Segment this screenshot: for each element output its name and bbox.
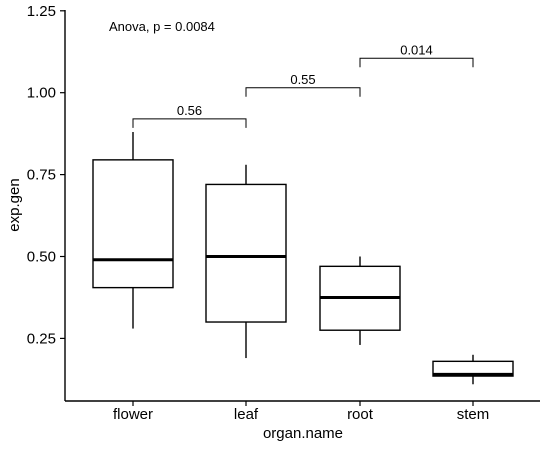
y-ticks: 0.25 0.50 0.75 1.00 1.25: [27, 3, 65, 347]
y-axis: 0.25 0.50 0.75 1.00 1.25: [27, 3, 66, 401]
y-tick-label: 0.75: [27, 167, 56, 184]
x-ticks: flower leaf root stem: [113, 401, 489, 423]
comparison-flower-leaf: 0.56: [132, 103, 247, 128]
comparison-brackets: 0.56 0.55 0.014: [132, 42, 474, 128]
x-tick-label: leaf: [234, 406, 259, 423]
y-tick-label: 1.25: [27, 3, 56, 20]
y-axis-title: exp.gen: [6, 178, 23, 231]
box-root: [319, 256, 401, 345]
comparison-root-stem: 0.014: [359, 42, 474, 68]
comparison-leaf-root: 0.55: [245, 72, 361, 97]
bracket-line: [245, 87, 361, 97]
x-tick-label: flower: [113, 406, 153, 423]
p-value-label: 0.56: [177, 103, 202, 118]
p-value-label: 0.014: [400, 42, 433, 57]
box-rect: [432, 360, 514, 377]
x-axis-title: organ.name: [263, 425, 343, 442]
bracket-line: [359, 57, 474, 68]
box-flower: [92, 132, 174, 329]
x-tick-label: stem: [457, 406, 490, 423]
p-value-label: 0.55: [290, 72, 315, 87]
anova-annotation: Anova, p = 0.0084: [109, 19, 215, 34]
boxes: [92, 132, 514, 385]
y-tick-label: 0.25: [27, 330, 56, 347]
y-tick-label: 1.00: [27, 85, 56, 102]
x-axis: flower leaf root stem: [65, 400, 540, 423]
box-stem: [432, 354, 514, 385]
x-tick-label: root: [347, 406, 374, 423]
box-leaf: [205, 164, 287, 359]
bracket-line: [132, 118, 247, 128]
box-rect: [92, 159, 174, 289]
y-tick-label: 0.50: [27, 249, 56, 266]
box-rect: [205, 183, 287, 323]
